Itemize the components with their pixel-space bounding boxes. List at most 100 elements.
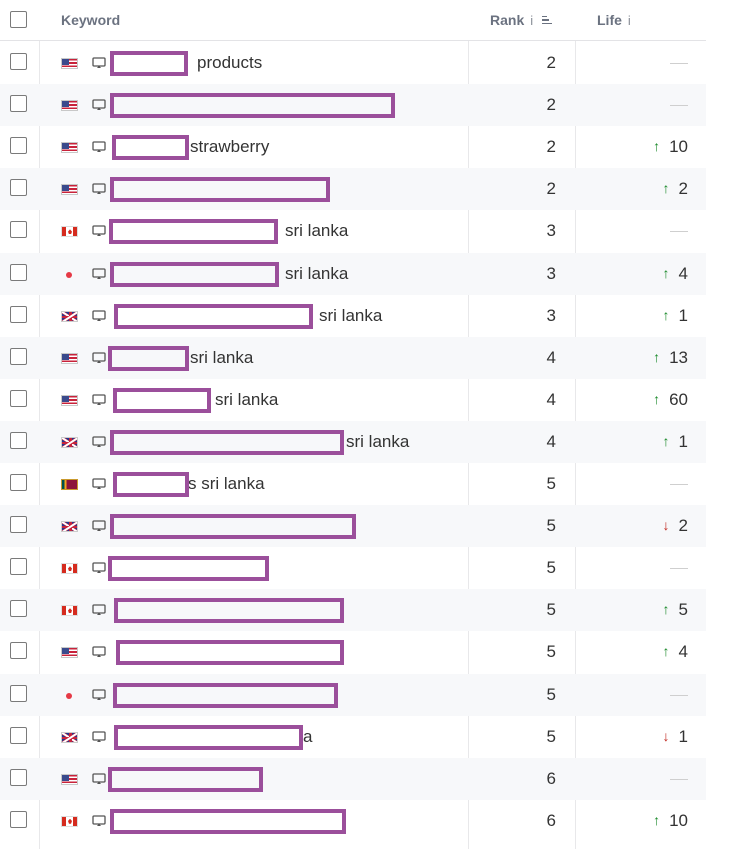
life-change: ↑ 2 — [580, 179, 688, 199]
flag-us-icon — [61, 58, 78, 69]
table-row[interactable]: sri lanka 3 — [0, 210, 706, 252]
row-checkbox[interactable] — [10, 95, 27, 113]
column-header-keyword[interactable]: Keyword — [61, 0, 120, 40]
keyword-text[interactable]: sri lanka — [285, 221, 349, 241]
rank-value: 5 — [546, 600, 556, 620]
flag-us-icon — [61, 352, 78, 364]
table-row[interactable]: sri lanka 4 ↑ 60 — [0, 379, 706, 421]
desktop-icon — [92, 562, 106, 574]
rank-info-icon[interactable]: i — [530, 12, 534, 28]
redaction-box — [110, 51, 188, 76]
sort-lines-icon[interactable] — [542, 15, 553, 25]
row-checkbox[interactable] — [10, 137, 27, 155]
keyword-text[interactable]: sri lanka — [319, 305, 383, 325]
table-row[interactable]: 6 — [0, 757, 706, 800]
table-row[interactable]: 5 ↓ 2 — [0, 505, 706, 548]
rank-value: 6 — [546, 768, 556, 788]
rank-value: 3 — [546, 305, 556, 325]
keyword-text[interactable]: sri lanka — [285, 263, 349, 283]
row-checkbox[interactable] — [10, 305, 27, 323]
desktop-icon — [92, 57, 106, 68]
row-checkbox[interactable] — [10, 347, 27, 365]
table-row[interactable]: sri lanka 3 ↑ 1 — [0, 295, 706, 337]
table-row[interactable]: 5 — [0, 673, 706, 716]
row-checkbox[interactable] — [10, 642, 27, 660]
desktop-icon — [92, 225, 106, 237]
table-row[interactable]: strawberry 2 ↑ 10 — [0, 126, 706, 168]
row-checkbox[interactable] — [10, 516, 27, 534]
row-checkbox[interactable] — [10, 768, 27, 786]
desktop-icon — [92, 730, 106, 742]
redaction-box — [112, 135, 189, 161]
life-info-icon[interactable]: i — [627, 12, 631, 28]
flag-us-icon — [61, 773, 78, 785]
keyword-text[interactable]: products — [197, 53, 263, 72]
row-checkbox[interactable] — [10, 558, 27, 576]
redaction-box — [110, 177, 330, 203]
table-row[interactable]: sri lanka 4 ↑ 1 — [0, 420, 706, 463]
redaction-box — [114, 303, 313, 329]
table-row[interactable]: 6 ↑ 10 — [0, 800, 706, 842]
life-change: ↑ 10 — [580, 811, 688, 831]
table-row[interactable]: 5 — [0, 547, 706, 589]
life-change: ↑ 4 — [580, 264, 688, 284]
flag-ca-icon — [61, 815, 78, 827]
table-row[interactable]: s sri lanka 5 — [0, 463, 706, 505]
desktop-icon — [92, 646, 106, 658]
flag-us-icon — [61, 184, 78, 196]
redaction-box — [116, 640, 344, 666]
life-value: 5 — [678, 600, 688, 620]
redaction-box — [108, 556, 269, 582]
life-value: 1 — [678, 431, 688, 451]
row-checkbox[interactable] — [10, 221, 27, 239]
rank-value: 4 — [546, 389, 556, 409]
keyword-text[interactable]: s sri lanka — [188, 474, 265, 493]
keyword-text[interactable]: sri lanka — [346, 431, 410, 451]
keyword-table: Keyword Rank i Life i products 2 2 strawber… — [0, 0, 706, 849]
row-checkbox[interactable] — [10, 53, 27, 70]
desktop-icon — [92, 478, 106, 489]
life-change: ↑ 5 — [580, 600, 688, 620]
row-checkbox[interactable] — [10, 600, 27, 618]
flag-gb-icon — [61, 731, 78, 743]
select-all-checkbox[interactable] — [10, 11, 27, 28]
table-row[interactable]: products 2 — [0, 42, 706, 84]
flag-us-icon — [61, 142, 78, 154]
keyword-text[interactable]: sri lanka — [190, 347, 254, 367]
flag-ca-icon — [61, 226, 78, 238]
redaction-box — [114, 724, 303, 750]
table-row[interactable]: 5 ↑ 4 — [0, 631, 706, 673]
column-header-rank[interactable]: Rank i — [490, 0, 553, 40]
table-row[interactable]: sri lanka 4 ↑ 13 — [0, 336, 706, 379]
table-row[interactable]: a 5 ↓ 1 — [0, 716, 706, 758]
keyword-text[interactable]: a — [303, 726, 313, 746]
column-header-life[interactable]: Life i — [597, 0, 631, 40]
table-row[interactable]: 5 ↑ 5 — [0, 589, 706, 632]
table-row[interactable]: sri lanka 3 ↑ 4 — [0, 252, 706, 295]
arrow-up-icon: ↑ — [662, 264, 670, 281]
row-checkbox[interactable] — [10, 431, 27, 449]
rank-value: 2 — [546, 137, 556, 157]
row-checkbox[interactable] — [10, 726, 27, 744]
row-checkbox[interactable] — [10, 263, 27, 281]
table-row[interactable]: 2 ↑ 2 — [0, 168, 706, 211]
row-checkbox[interactable] — [10, 389, 27, 407]
life-change: ↑ 13 — [580, 348, 688, 368]
life-value: 2 — [678, 179, 688, 199]
row-checkbox[interactable] — [10, 179, 27, 197]
table-header: Keyword Rank i Life i — [0, 0, 706, 41]
no-change-dash — [670, 694, 688, 696]
keyword-text[interactable]: sri lanka — [215, 389, 279, 409]
row-checkbox[interactable] — [10, 474, 27, 491]
flag-jp-icon — [61, 690, 78, 701]
life-value: 60 — [669, 389, 688, 409]
keyword-text[interactable]: strawberry — [190, 137, 270, 157]
desktop-icon — [92, 352, 106, 363]
row-checkbox[interactable] — [10, 810, 27, 828]
table-row[interactable]: 2 — [0, 84, 706, 127]
rank-value: 5 — [546, 474, 556, 493]
redaction-box — [108, 345, 189, 371]
flag-gb-icon — [61, 310, 78, 322]
row-checkbox[interactable] — [10, 684, 27, 702]
redaction-box — [110, 429, 344, 455]
